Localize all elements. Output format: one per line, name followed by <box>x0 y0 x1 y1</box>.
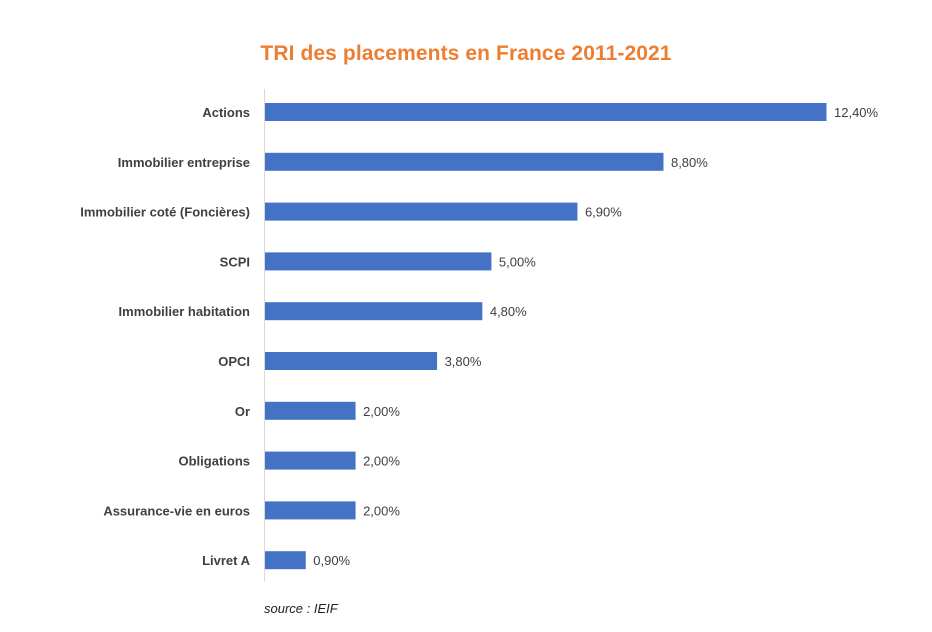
data-label: 2,00% <box>363 454 400 469</box>
data-label: 3,80% <box>445 354 482 369</box>
bar <box>265 352 438 370</box>
category-label: Obligations <box>179 454 251 469</box>
bar <box>265 501 356 520</box>
category-label: Livret A <box>202 553 251 568</box>
category-label: Actions <box>202 105 250 120</box>
category-label: OPCI <box>218 354 250 369</box>
data-label: 12,40% <box>834 105 879 120</box>
category-label: SCPI <box>220 254 250 269</box>
data-label: 8,80% <box>671 155 708 170</box>
data-label: 5,00% <box>499 254 536 269</box>
bar <box>265 451 356 470</box>
source-note: source : IEIF <box>264 601 338 616</box>
data-label: 2,00% <box>363 503 400 518</box>
bar <box>265 252 492 271</box>
chart-title: TRI des placements en France 2011-2021 <box>260 42 672 65</box>
category-label: Or <box>235 404 250 419</box>
category-label: Immobilier habitation <box>119 304 251 319</box>
category-label: Immobilier coté (Foncières) <box>80 205 250 220</box>
data-label: 6,90% <box>585 205 622 220</box>
bar <box>265 302 483 321</box>
bar <box>265 401 356 420</box>
bar <box>265 551 306 570</box>
bar <box>265 152 664 171</box>
data-label: 0,90% <box>313 553 350 568</box>
category-label: Assurance-vie en euros <box>103 503 250 518</box>
category-label: Immobilier entreprise <box>118 155 250 170</box>
data-label: 2,00% <box>363 404 400 419</box>
data-label: 4,80% <box>490 304 527 319</box>
bar <box>265 103 827 121</box>
bar <box>265 202 578 221</box>
